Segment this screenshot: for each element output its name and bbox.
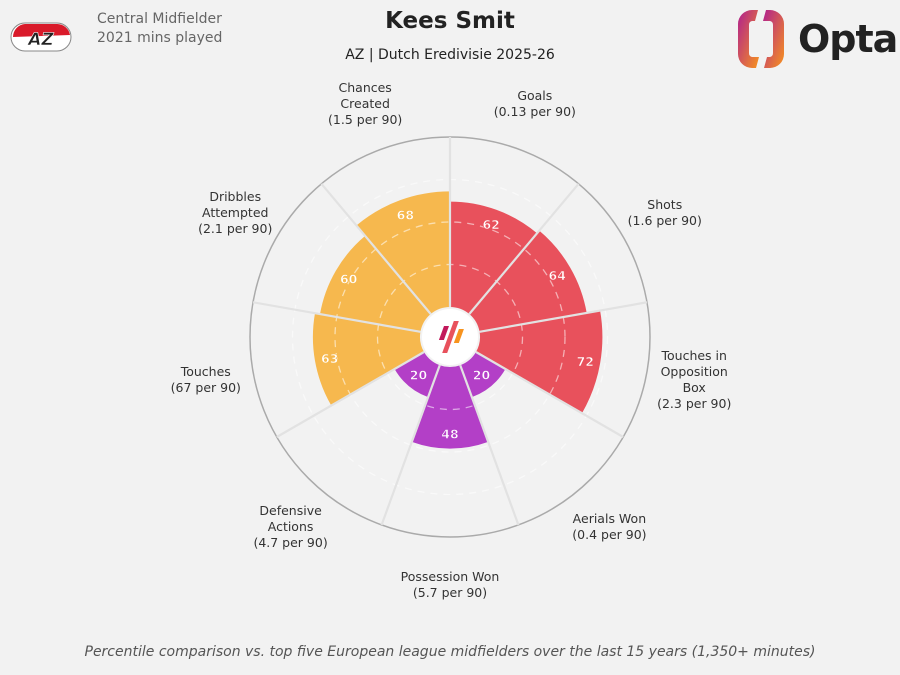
value-label: 68 (397, 207, 414, 222)
category-name: Dribbles Attempted (201, 189, 269, 220)
category-name: Goals (517, 87, 553, 103)
category-label: Aerials Won (0.4 per 90) (529, 511, 689, 543)
opta-mark-icon (738, 10, 784, 68)
value-label: 72 (577, 354, 594, 369)
value-label: 62 (482, 217, 499, 232)
value-label: 20 (473, 368, 491, 383)
value-label: 63 (321, 351, 338, 366)
bar-touches-in-opposition-box (475, 310, 603, 414)
bar-possession-won (411, 365, 489, 449)
category-rate: (5.7 per 90) (412, 585, 488, 600)
spoke (475, 351, 624, 438)
spoke (320, 183, 432, 315)
category-label: Shots (1.6 per 90) (585, 197, 745, 229)
category-label: Dribbles Attempted (2.1 per 90) (190, 189, 280, 237)
category-rate: (0.4 per 90) (572, 526, 647, 542)
bar-chances-created (356, 191, 450, 315)
category-name: Touches (180, 364, 231, 380)
club-logo-az: AZ (10, 22, 72, 52)
bar-shots (469, 230, 587, 332)
category-name: Chances Created (338, 79, 392, 111)
svg-text:AZ: AZ (26, 30, 54, 50)
category-rate: (2.1 per 90) (198, 221, 273, 236)
category-name: Aerials Won (572, 510, 647, 526)
category-rate: (1.5 per 90) (328, 111, 403, 127)
category-name: Shots (647, 197, 683, 212)
footnote: Percentile comparison vs. top five Europ… (84, 644, 816, 660)
category-rate: (67 per 90) (170, 380, 241, 396)
category-label: Chances Created (1.5 per 90) (320, 80, 410, 128)
bar-touches (312, 313, 425, 406)
spoke (276, 351, 425, 438)
opta-wordmark: Opta (798, 17, 898, 61)
category-label: Defensive Actions (4.7 per 90) (246, 503, 336, 551)
player-name: Kees Smit (385, 8, 515, 34)
spoke (459, 364, 520, 526)
category-rate: (1.6 per 90) (627, 213, 702, 228)
value-label: 48 (441, 427, 458, 442)
spoke (380, 364, 441, 526)
category-label: Touches in Opposition Box (2.3 per 90) (649, 348, 739, 412)
category-name: Defensive Actions (259, 502, 322, 534)
player-position: Central Midfielder (97, 11, 222, 27)
value-label: 64 (549, 268, 567, 283)
category-name: Touches in Opposition Box (660, 348, 728, 396)
spoke (252, 301, 421, 333)
category-name: Possession Won (400, 569, 500, 584)
spoke (479, 301, 648, 333)
spoke (468, 183, 580, 315)
bar-dribbles-attempted (320, 235, 431, 332)
category-rate: (0.13 per 90) (493, 103, 576, 119)
minutes-played: 2021 mins played (97, 30, 223, 46)
grid-ring-50 (334, 221, 566, 453)
category-rate: (2.3 per 90) (657, 396, 732, 412)
category-label: Touches (67 per 90) (126, 364, 286, 396)
category-label: Goals (0.13 per 90) (455, 88, 615, 120)
bar-goals (450, 201, 538, 315)
team-competition: AZ | Dutch Eredivisie 2025-26 (345, 47, 555, 63)
value-label: 20 (410, 368, 428, 383)
value-label: 60 (340, 272, 358, 287)
opta-logo: Opta (736, 8, 898, 70)
category-rate: (4.7 per 90) (253, 534, 328, 550)
category-label: Possession Won (5.7 per 90) (370, 569, 530, 601)
center-logo-icon (438, 321, 464, 353)
